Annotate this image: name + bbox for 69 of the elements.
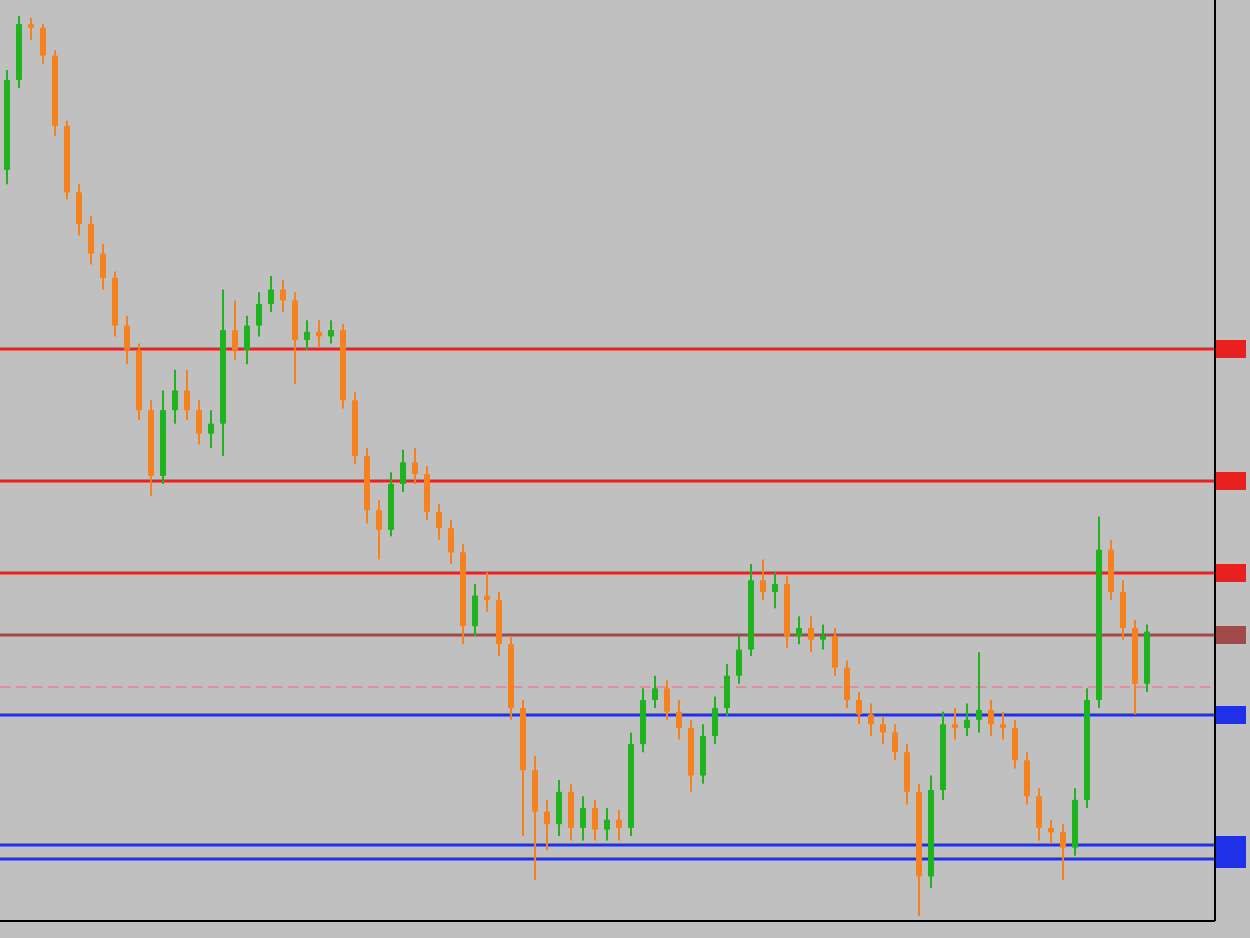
candlestick — [952, 707, 958, 741]
candlestick — [724, 663, 730, 718]
candlestick — [664, 679, 670, 721]
candlestick — [736, 635, 742, 685]
candlestick — [712, 695, 718, 746]
candlestick — [88, 214, 94, 266]
candlestick — [904, 743, 910, 806]
candlestick — [640, 687, 646, 754]
candlestick — [652, 674, 658, 710]
candlestick — [688, 718, 694, 793]
candlestick — [568, 782, 574, 842]
candlestick — [244, 314, 250, 366]
candlestick — [832, 627, 838, 677]
candlestick — [1060, 823, 1066, 881]
candlestick — [328, 319, 334, 345]
candlestick — [556, 779, 562, 837]
candlestick — [496, 591, 502, 657]
candlestick — [412, 447, 418, 485]
candlestick — [964, 702, 970, 737]
candlestick — [616, 808, 622, 842]
candlestick — [868, 702, 874, 737]
candlestick — [76, 183, 82, 237]
candlestick — [124, 314, 130, 366]
candlestick — [844, 659, 850, 710]
candlestick — [820, 623, 826, 651]
candlestick — [1036, 787, 1042, 842]
candlestick — [808, 615, 814, 654]
candlestick — [448, 519, 454, 566]
candlestick — [856, 690, 862, 726]
candlestick — [196, 399, 202, 446]
candlestick — [388, 471, 394, 538]
candlestick — [676, 699, 682, 741]
candlestick — [1024, 751, 1030, 806]
candlestick — [592, 798, 598, 842]
candlestick — [280, 278, 286, 314]
candlestick — [1108, 538, 1114, 602]
candlestick — [880, 715, 886, 746]
candlestick — [172, 368, 178, 425]
candlestick — [1012, 718, 1018, 770]
candlestick — [376, 499, 382, 561]
candlestick — [256, 291, 262, 338]
candlestick — [1072, 787, 1078, 857]
candlestick — [988, 699, 994, 737]
candlestick — [772, 571, 778, 610]
candlestick — [604, 807, 610, 842]
candlestick — [28, 16, 34, 42]
candlestick — [760, 558, 766, 602]
candlestick — [304, 319, 310, 351]
candlestick — [232, 299, 238, 361]
candlestick — [472, 582, 478, 638]
candlestick — [208, 409, 214, 449]
candlestick — [892, 723, 898, 762]
candlestick — [292, 291, 298, 386]
candlestick — [1000, 710, 1006, 741]
candlestick — [796, 615, 802, 646]
candlestick — [268, 275, 274, 314]
candlestick — [40, 23, 46, 65]
candlestick — [544, 798, 550, 852]
candlestick — [184, 368, 190, 422]
candlestick — [976, 651, 982, 734]
candlestick — [112, 270, 118, 338]
candlestick — [1120, 579, 1126, 641]
candlestick — [400, 448, 406, 494]
candlestick — [700, 723, 706, 785]
candlestick — [100, 242, 106, 291]
candlestick — [436, 502, 442, 541]
candlestick — [580, 795, 586, 842]
candlestick — [424, 465, 430, 521]
candlestick — [532, 754, 538, 881]
